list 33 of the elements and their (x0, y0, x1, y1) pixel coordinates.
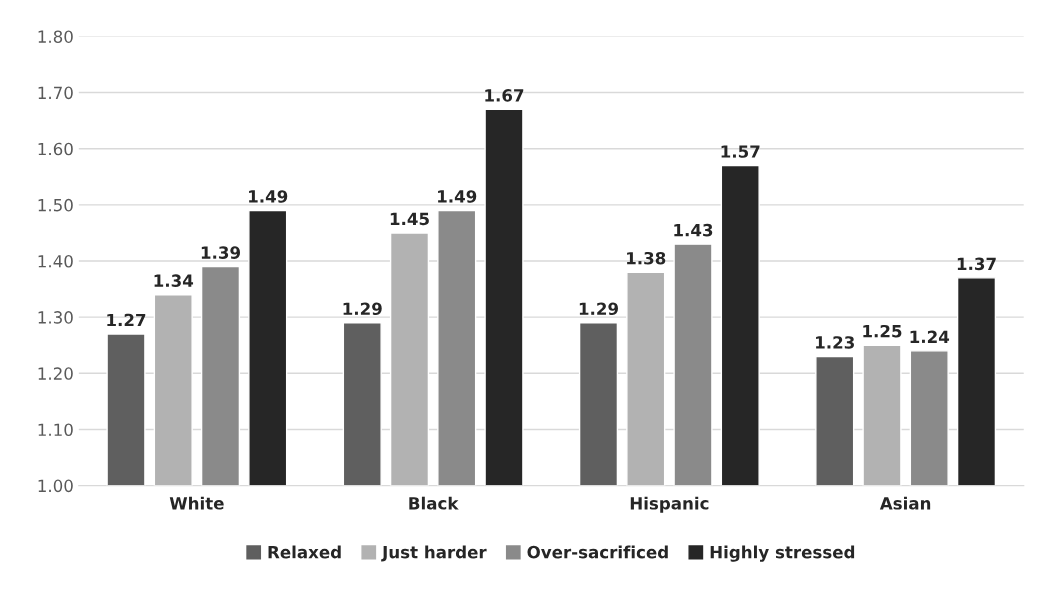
data-label: 1.38 (627, 251, 666, 265)
y-tick-label: 1.20 (38, 367, 73, 380)
y-tick-label: 1.40 (38, 254, 73, 268)
y-tick-label: 1.80 (38, 30, 73, 43)
x-tick-label: Black (409, 496, 459, 510)
y-tick-label: 1.60 (38, 142, 73, 156)
data-label: 1.43 (674, 223, 713, 237)
data-label: 1.34 (154, 274, 194, 287)
data-label: 1.67 (485, 89, 524, 102)
data-label: 1.37 (957, 257, 996, 271)
x-tick-label: Hispanic (630, 496, 709, 513)
data-label: 1.27 (107, 313, 146, 327)
x-tick-label: White (169, 496, 224, 510)
legend-label: Over-sacrificed (527, 545, 668, 559)
y-tick-label: 1.10 (38, 423, 73, 437)
y-tick-label: 1.30 (38, 311, 73, 324)
data-label: 1.24 (910, 330, 950, 343)
data-label: 1.29 (579, 302, 618, 316)
data-label: 1.39 (201, 246, 240, 259)
x-tick-label: Asian (879, 496, 931, 510)
data-label: 1.25 (863, 324, 902, 338)
legend-label: Relaxed (268, 545, 341, 559)
data-label: 1.49 (249, 190, 288, 203)
y-tick-label: 1.50 (38, 198, 73, 212)
data-label: 1.23 (816, 336, 854, 349)
data-label: 1.49 (438, 190, 477, 203)
y-tick-label: 1.00 (38, 479, 73, 493)
data-label: 1.29 (343, 302, 382, 316)
data-label: 1.45 (390, 212, 429, 226)
y-tick-label: 1.70 (38, 86, 73, 100)
legend-label: Highly stressed (710, 545, 855, 562)
data-label: 1.57 (721, 145, 760, 158)
legend-label: Just harder (381, 545, 487, 562)
